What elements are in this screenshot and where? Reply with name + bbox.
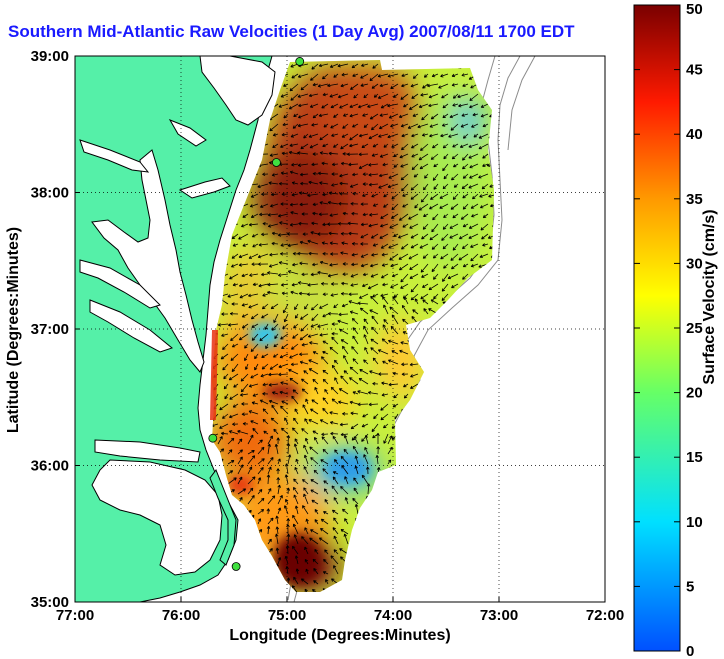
tributary: [178, 177, 231, 199]
y-tick-label: 35:00: [31, 594, 69, 611]
barrier-island: [209, 468, 237, 566]
delaware-bay: [199, 56, 276, 126]
colorbar-tick-label: 50: [686, 1, 703, 18]
x-tick-label: 76:00: [162, 607, 200, 624]
colorbar-tick-label: 20: [686, 385, 703, 402]
colorbar-tick-label: 5: [686, 578, 694, 595]
tributary: [79, 139, 150, 173]
colorbar-tick-label: 30: [686, 255, 703, 272]
colorbar-tick-label: 15: [686, 449, 703, 466]
station-marker: [208, 433, 218, 443]
y-tick-label: 38:00: [31, 185, 69, 202]
chesapeake-bay: [91, 149, 205, 373]
y-tick-label: 39:00: [31, 48, 69, 65]
tributary: [168, 119, 207, 147]
colorbar: [633, 4, 681, 652]
y-tick-label: 36:00: [31, 458, 69, 475]
pamlico-sound: [91, 459, 223, 576]
station-marker: [295, 57, 305, 66]
y-axis-label: Latitude (Degrees:Minutes): [5, 227, 22, 433]
colorbar-label: Surface Velocity (cm/s): [701, 209, 718, 384]
x-tick-label: 74:00: [374, 607, 412, 624]
tributary: [79, 259, 161, 309]
albemarle-sound: [94, 439, 201, 463]
x-axis-label: Longitude (Degrees:Minutes): [229, 627, 450, 644]
chart-title: Southern Mid-Atlantic Raw Velocities (1 …: [8, 22, 575, 41]
coastal-strip: [210, 330, 218, 420]
y-tick-label: 37:00: [31, 321, 69, 338]
colorbar-tick-label: 0: [686, 643, 694, 659]
colorbar-tick-label: 45: [686, 62, 703, 79]
colorbar-tick-label: 10: [686, 514, 703, 531]
x-tick-label: 75:00: [268, 607, 306, 624]
colorbar-tick-label: 40: [686, 126, 703, 143]
station-marker: [271, 158, 281, 167]
x-tick-label: 73:00: [480, 607, 518, 624]
x-tick-label: 77:00: [56, 607, 94, 624]
station-marker: [231, 562, 241, 571]
x-tick-label: 72:00: [586, 607, 624, 624]
tributary: [89, 299, 174, 353]
ocean-south: [200, 560, 290, 602]
colorbar-tick-label: 25: [686, 320, 703, 337]
colorbar-tick-label: 35: [686, 191, 703, 208]
